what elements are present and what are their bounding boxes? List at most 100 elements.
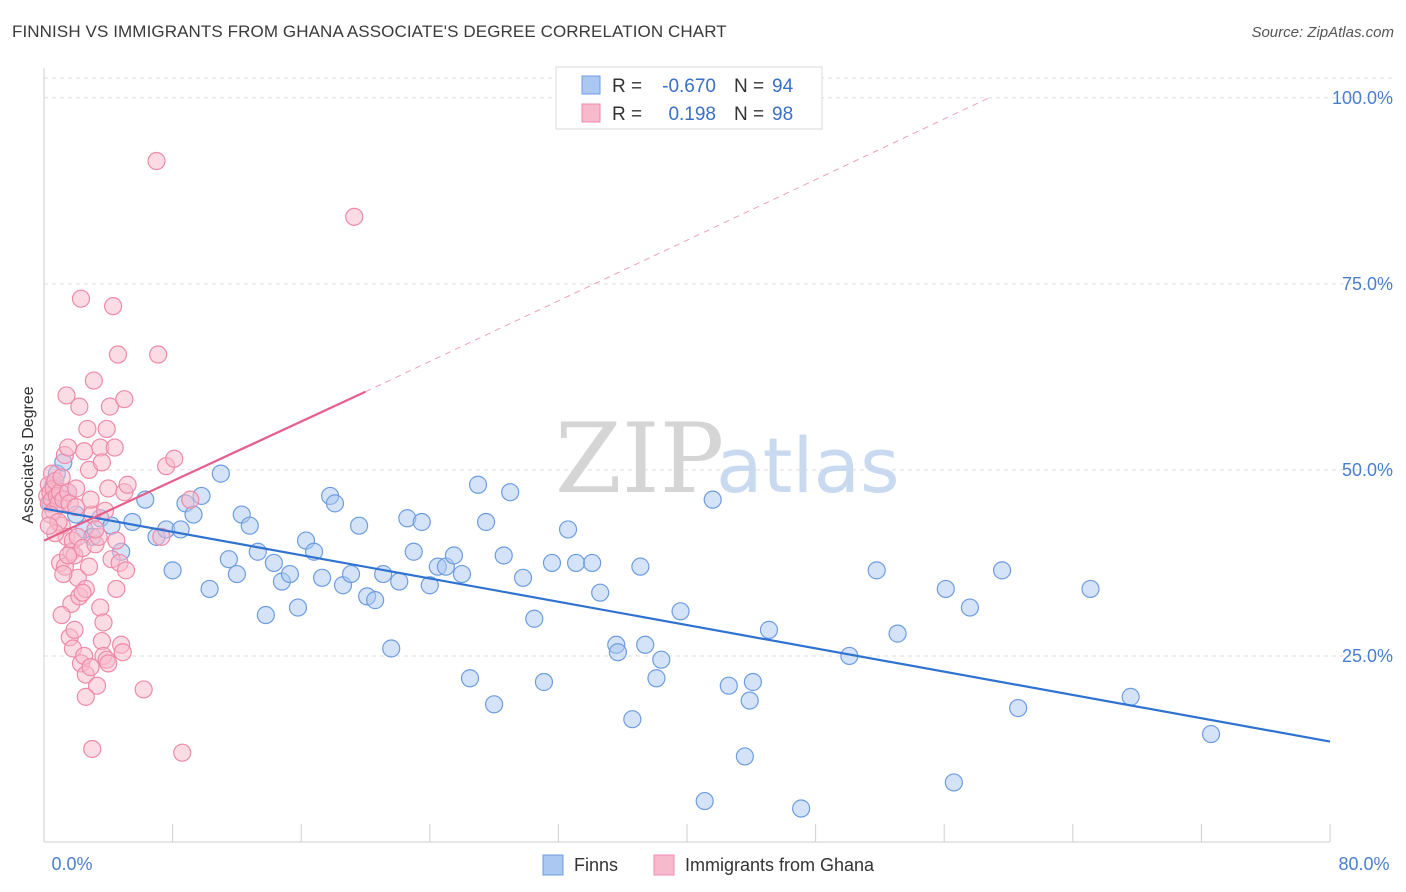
ghana-point [152,527,171,546]
finns-point [608,643,627,662]
ghana-point [81,658,100,677]
y-axis-label: Associate's Degree [20,386,37,523]
ghana-point [116,561,136,580]
x-tick-label-min: 0.0% [51,854,92,874]
grid-layer [44,77,1392,657]
finns-point [542,553,562,573]
finns-point [792,799,811,818]
finns-point [703,490,722,509]
finns-point [476,512,496,532]
ghana-point [107,531,126,550]
finns-point [1201,724,1221,744]
ghana-point [79,557,99,576]
ghana-trend-line [43,390,366,542]
finns-point [534,672,554,692]
finns-point [264,553,283,573]
legend-r-value-finns: -0.670 [662,76,716,97]
legend-n-value-finns: 94 [772,76,794,97]
finns-point [240,516,259,535]
finns-point [623,710,642,729]
ghana-trend-extension [365,97,990,393]
ghana-point [70,397,89,416]
ghana-point [134,680,153,699]
finns-point [349,516,369,535]
watermark: ZIP atlas [555,403,900,515]
ghana-point [105,438,124,457]
ghana-point [149,345,168,364]
finns-point [743,672,763,692]
ghana-point [97,419,116,439]
ghana-point [115,390,134,409]
finns-point [390,572,409,591]
ghana-point [165,449,184,468]
finns-point [123,512,142,532]
finns-point [366,591,385,610]
finns-point [525,609,544,628]
y-tick-label: 100.0% [1332,88,1393,108]
legend-swatch-finns [581,75,601,95]
ghana-point [73,583,92,602]
series-legend-label-ghana: Immigrants from Ghana [685,855,875,875]
finns-point [312,568,332,587]
legend-swatch-ghana [581,103,601,123]
ghana-point [104,297,123,316]
finns-point [513,568,533,587]
source-label: Source: ZipAtlas.com [1251,24,1394,41]
chart-title: FINNISH VS IMMIGRANTS FROM GHANA ASSOCIA… [12,22,727,41]
finns-point [184,505,203,524]
finns-point [566,553,586,573]
finns-point [1081,579,1100,599]
finns-point [631,557,650,576]
ghana-point [107,579,126,599]
finns-point [420,576,439,595]
finns-point [163,561,182,580]
ghana-point [57,386,76,405]
legend-n-value-ghana: 98 [772,104,793,125]
finns-point [583,553,602,573]
finns-point [341,564,361,584]
ghana-point [118,475,137,494]
finns-point [1009,698,1028,718]
ghana-point [113,643,132,662]
y-tick-labels: 25.0% 50.0% 75.0% 100.0% [1332,88,1393,666]
legend-n-label-finns: N = [734,76,764,97]
finns-point [501,483,520,502]
ghana-point [100,397,120,416]
finns-point [636,635,655,654]
y-tick-label: 75.0% [1342,274,1393,294]
ghana-point [81,490,100,509]
finns-point [227,564,246,584]
series-legend-swatch-finns [542,854,564,876]
finns-point [671,602,690,621]
ghana-point [78,419,97,439]
y-tick-label: 25.0% [1342,646,1393,666]
finns-point [494,546,513,565]
trend-layer [43,97,1331,743]
finns-point [211,464,230,483]
x-tick-label-max: 80.0% [1338,854,1389,874]
finns-point [936,579,955,599]
ghana-point [67,497,86,517]
series-legend-label-finns: Finns [574,855,618,875]
finns-point [468,475,488,494]
finns-point [591,583,610,602]
ghana-point [87,676,107,695]
watermark-atlas: atlas [716,421,900,510]
finns-point [200,579,219,599]
ghana-point [71,289,91,308]
finns-point [719,676,738,695]
ghana-point [59,546,78,565]
finns-point [960,598,980,617]
ghana-point [76,687,95,706]
finns-point [485,695,504,714]
ghana-point [75,442,94,461]
legend-r-value-ghana: 0.198 [668,104,716,125]
finns-point [759,620,779,639]
ghana-point [94,613,113,632]
finns-point [460,669,480,688]
legend-r-label-ghana: R = [612,104,642,125]
ghana-point [181,490,200,509]
axis-layer [43,68,1331,843]
ghana-point [147,151,166,171]
